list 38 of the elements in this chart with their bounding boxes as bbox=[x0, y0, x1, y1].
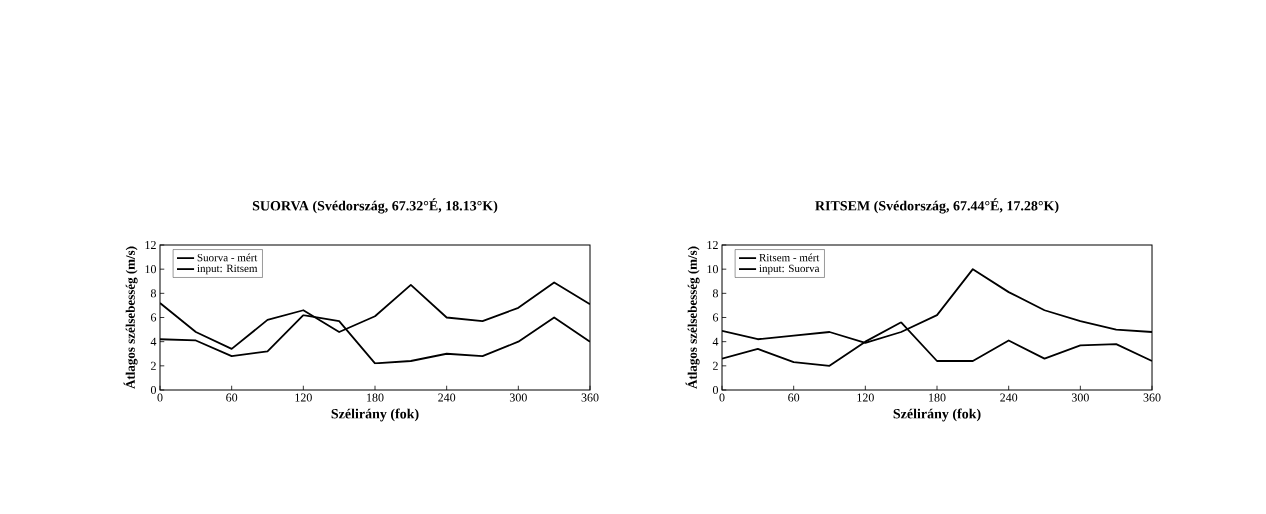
y-tick-label: 4 bbox=[712, 337, 719, 346]
x-tick-label: 240 bbox=[438, 393, 456, 402]
x-tick-label: 240 bbox=[1000, 393, 1018, 402]
y-tick-label: 2 bbox=[151, 361, 156, 370]
legend-label: input: Suorva bbox=[759, 264, 820, 275]
y-tick-label: 0 bbox=[712, 385, 719, 395]
y-axis-title: Átlagos szélsebesség (m/s) bbox=[685, 246, 700, 389]
x-axis-title: Szélirány (fok) bbox=[893, 408, 981, 422]
x-tick-label: 300 bbox=[509, 393, 527, 402]
y-tick-label: 6 bbox=[150, 313, 157, 322]
y-tick-label: 10 bbox=[145, 265, 156, 274]
x-tick-label: 300 bbox=[1071, 393, 1089, 402]
x-tick-label: 180 bbox=[929, 393, 946, 402]
x-tick-label: 60 bbox=[226, 393, 238, 402]
x-tick-label: 180 bbox=[367, 393, 384, 402]
x-tick-label: 120 bbox=[295, 393, 312, 402]
x-tick-label: 0 bbox=[157, 393, 163, 402]
y-tick-label: 4 bbox=[150, 337, 157, 346]
y-tick-label: 8 bbox=[712, 289, 719, 298]
y-tick-label: 12 bbox=[707, 241, 718, 249]
y-tick-label: 6 bbox=[712, 313, 719, 322]
x-axis-title: Szélirány (fok) bbox=[331, 408, 419, 422]
y-axis-title: Átlagos szélsebesség (m/s) bbox=[123, 246, 138, 389]
chart-title: SUORVA (Svédország, 67.32°É, 18.13°K) bbox=[252, 198, 498, 214]
chart-title: RITSEM (Svédország, 67.44°É, 17.28°K) bbox=[815, 198, 1059, 214]
y-tick-label: 0 bbox=[150, 385, 156, 395]
legend-label: Suorva - mért bbox=[197, 253, 258, 262]
y-tick-label: 12 bbox=[145, 241, 156, 249]
y-tick-label: 2 bbox=[713, 361, 718, 370]
x-tick-label: 360 bbox=[581, 393, 599, 402]
y-tick-label: 8 bbox=[150, 289, 156, 298]
x-tick-label: 120 bbox=[857, 393, 874, 402]
x-tick-label: 60 bbox=[788, 393, 800, 402]
legend-label: input: Ritsem bbox=[197, 264, 258, 275]
x-tick-label: 0 bbox=[719, 393, 725, 402]
y-tick-label: 10 bbox=[707, 265, 719, 274]
x-tick-label: 360 bbox=[1143, 393, 1161, 402]
legend-label: Ritsem - mért bbox=[759, 253, 820, 262]
